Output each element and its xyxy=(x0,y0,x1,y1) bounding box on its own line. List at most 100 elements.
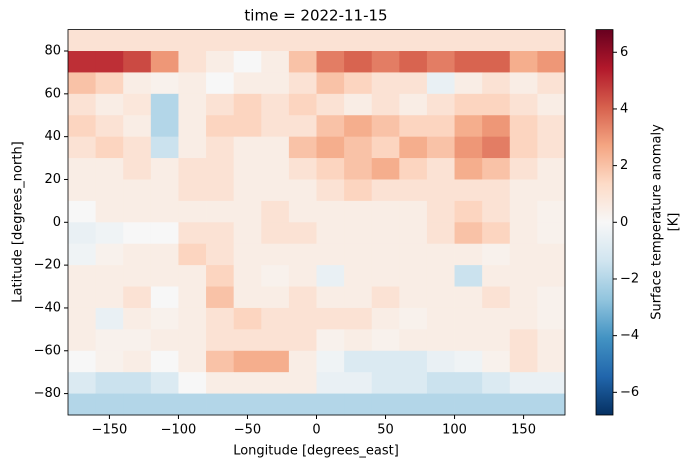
heatmap-cell xyxy=(123,158,152,180)
heatmap-cell xyxy=(123,307,152,330)
heatmap-cell xyxy=(454,93,483,116)
heatmap-cell xyxy=(509,222,538,245)
heatmap-cell xyxy=(371,222,400,245)
y-tick-label: 0 xyxy=(53,215,61,230)
heatmap-cell xyxy=(68,93,97,116)
heatmap-cell xyxy=(344,115,373,138)
heatmap-cell xyxy=(537,350,566,373)
heatmap-cell xyxy=(261,51,290,73)
heatmap-cell xyxy=(426,393,455,416)
heatmap-cell xyxy=(261,158,290,180)
heatmap-cell xyxy=(68,372,97,394)
heatmap-cell xyxy=(509,286,538,309)
heatmap-cell xyxy=(123,200,152,223)
heatmap-cell xyxy=(482,115,511,138)
heatmap-cell xyxy=(399,243,428,266)
heatmap-cell xyxy=(316,265,345,287)
heatmap-cell xyxy=(399,72,428,95)
heatmap-cell xyxy=(288,350,317,373)
heatmap-cell xyxy=(371,393,400,416)
heatmap-cell xyxy=(261,179,290,202)
heatmap-cell xyxy=(537,29,566,52)
heatmap-cell xyxy=(344,393,373,416)
heatmap-cell xyxy=(454,29,483,52)
heatmap-cell xyxy=(399,51,428,73)
heatmap-cell xyxy=(344,222,373,245)
heatmap-cell xyxy=(178,158,207,180)
heatmap-cell xyxy=(509,372,538,394)
heatmap-cell xyxy=(426,307,455,330)
heatmap-cell xyxy=(509,350,538,373)
heatmap-cell xyxy=(123,222,152,245)
heatmap-cell xyxy=(178,136,207,159)
heatmap-cell xyxy=(261,93,290,116)
colorbar-tick-label: −2 xyxy=(620,271,639,286)
heatmap-cell xyxy=(537,72,566,95)
heatmap-cell xyxy=(482,136,511,159)
heatmap-cell xyxy=(482,72,511,95)
heatmap-cell xyxy=(233,350,262,373)
heatmap-cell xyxy=(95,51,124,73)
heatmap-cell xyxy=(509,307,538,330)
heatmap-cell xyxy=(482,372,511,394)
heatmap-cell xyxy=(233,200,262,223)
heatmap-cell xyxy=(426,158,455,180)
heatmap-cell xyxy=(454,136,483,159)
heatmap-cell xyxy=(537,265,566,287)
heatmap-cell xyxy=(399,158,428,180)
heatmap-cell xyxy=(316,200,345,223)
heatmap-cell xyxy=(206,179,235,202)
heatmap-cell xyxy=(150,136,179,159)
heatmap-cell xyxy=(288,115,317,138)
heatmap-cell xyxy=(316,72,345,95)
heatmap-cell xyxy=(371,115,400,138)
x-tick-label: 150 xyxy=(511,423,536,438)
heatmap-cell xyxy=(371,51,400,73)
x-tick-label: 0 xyxy=(312,423,320,438)
heatmap-cell xyxy=(344,158,373,180)
heatmap-cell xyxy=(454,265,483,287)
heatmap-cell xyxy=(233,222,262,245)
heatmap-cell xyxy=(261,286,290,309)
heatmap-cell xyxy=(454,72,483,95)
heatmap-cell xyxy=(261,115,290,138)
heatmap-cell xyxy=(426,243,455,266)
heatmap-cell xyxy=(288,222,317,245)
heatmap-cell xyxy=(233,93,262,116)
heatmap-cell xyxy=(178,243,207,266)
heatmap-cell xyxy=(344,307,373,330)
heatmap-cell xyxy=(426,350,455,373)
heatmap-cell xyxy=(150,265,179,287)
heatmap-cell xyxy=(123,179,152,202)
heatmap-cell xyxy=(454,307,483,330)
heatmap-cell xyxy=(344,179,373,202)
heatmap-cell xyxy=(261,350,290,373)
heatmap-cell xyxy=(371,158,400,180)
heatmap-cell xyxy=(68,200,97,223)
heatmap-cell xyxy=(288,179,317,202)
heatmap-cell xyxy=(426,329,455,352)
y-tick-label: 40 xyxy=(44,129,61,144)
heatmap-cell xyxy=(206,393,235,416)
heatmap-cell xyxy=(482,158,511,180)
heatmap-cell xyxy=(123,115,152,138)
colorbar-tick-label: −4 xyxy=(620,328,639,343)
heatmap-cell xyxy=(150,393,179,416)
heatmap-cell xyxy=(344,93,373,116)
heatmap-cell xyxy=(123,265,152,287)
heatmap-cell xyxy=(316,29,345,52)
heatmap-cell xyxy=(206,72,235,95)
heatmap-cell xyxy=(399,200,428,223)
heatmap-cell xyxy=(233,286,262,309)
heatmap-cell xyxy=(95,372,124,394)
heatmap-cell xyxy=(288,93,317,116)
heatmap-cell xyxy=(288,329,317,352)
heatmap-cell xyxy=(509,72,538,95)
heatmap-cell xyxy=(123,329,152,352)
heatmap-cell xyxy=(316,286,345,309)
heatmap-cell xyxy=(206,265,235,287)
heatmap-cell xyxy=(178,72,207,95)
heatmap-cell xyxy=(68,158,97,180)
heatmap-cell xyxy=(95,265,124,287)
